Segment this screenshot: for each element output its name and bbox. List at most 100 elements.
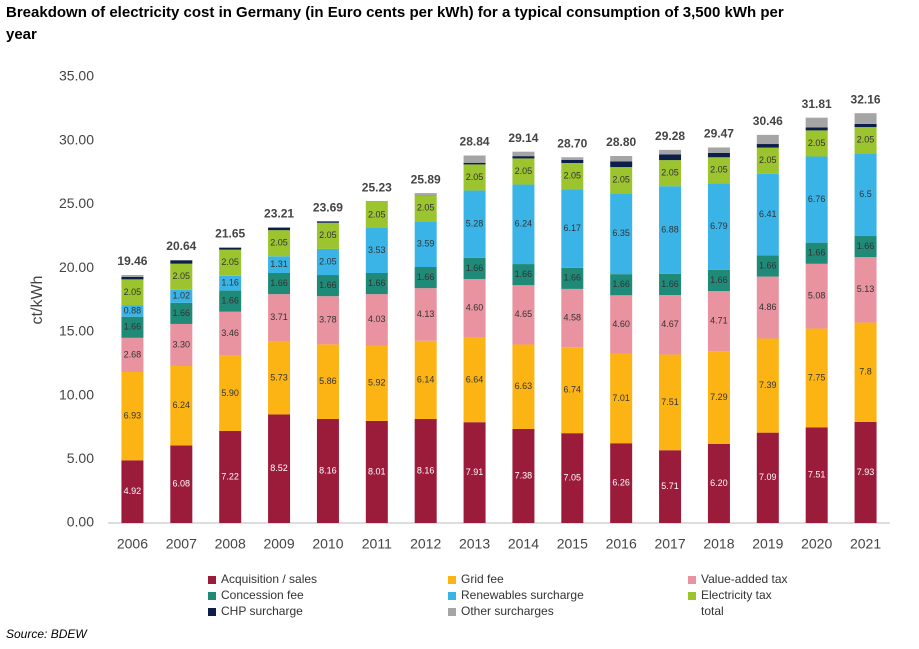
bar-segment xyxy=(756,173,779,256)
segment-label: 4.71 xyxy=(710,315,728,325)
total-label: 23.69 xyxy=(313,200,343,214)
legend-label: total xyxy=(701,604,724,618)
x-tick-label: 2020 xyxy=(801,536,832,552)
bar-segment xyxy=(365,228,388,273)
bar-segment xyxy=(707,351,730,444)
bar-segment xyxy=(610,167,633,194)
bar-segment xyxy=(512,344,535,429)
bar-segment xyxy=(170,366,193,446)
bar-segment xyxy=(805,130,828,157)
segment-label: 7.51 xyxy=(808,470,826,480)
bar-segment xyxy=(756,134,779,145)
segment-label: 2.05 xyxy=(661,168,679,178)
segment-label: 1.66 xyxy=(221,296,239,306)
bar-segment xyxy=(610,443,633,523)
segment-label: 4.58 xyxy=(564,312,582,322)
bar-segment xyxy=(170,260,193,264)
segment-label: 6.76 xyxy=(808,194,826,204)
segment-label: 4.86 xyxy=(759,302,777,312)
bar-segment xyxy=(121,305,144,317)
segment-label: 7.09 xyxy=(759,472,777,482)
segment-label: 1.66 xyxy=(857,241,875,251)
bar-segment xyxy=(805,328,828,428)
bar-segment xyxy=(219,249,242,276)
segment-label: 7.22 xyxy=(221,471,239,481)
segment-label: 5.13 xyxy=(857,284,875,294)
total-label: 28.84 xyxy=(460,135,490,149)
total-label: 29.28 xyxy=(655,129,685,143)
segment-label: 2.05 xyxy=(270,238,288,248)
legend-label: CHP surcharge xyxy=(221,604,303,618)
total-label: 21.65 xyxy=(215,226,245,240)
x-tick-label: 2010 xyxy=(312,536,343,552)
segment-label: 2.05 xyxy=(808,138,826,148)
bar-segment xyxy=(512,285,535,345)
source: Source: BDEW xyxy=(6,627,88,641)
bar-segment xyxy=(463,162,486,165)
legend-swatch xyxy=(208,592,216,600)
bar-segment xyxy=(610,156,633,162)
segment-label: 4.60 xyxy=(466,303,484,313)
total-label: 30.46 xyxy=(753,114,783,128)
bar-segment xyxy=(219,311,242,356)
bar-segment xyxy=(268,272,291,295)
bar-segment xyxy=(512,184,535,265)
bar-segment xyxy=(463,164,486,191)
bar-segment xyxy=(659,354,682,451)
segment-label: 6.5 xyxy=(859,189,872,199)
bar-segment xyxy=(316,248,339,276)
bar-segment xyxy=(121,460,144,523)
x-tick-label: 2017 xyxy=(654,536,685,552)
legend-swatch xyxy=(688,592,696,600)
bar-segment xyxy=(316,419,339,523)
segment-label: 7.75 xyxy=(808,372,826,382)
segment-label: 6.24 xyxy=(515,219,533,229)
segment-label: 1.31 xyxy=(270,259,288,269)
bar-segment xyxy=(805,263,828,329)
segment-label: 6.24 xyxy=(173,400,191,410)
bar-segment xyxy=(219,290,242,312)
segment-label: 2.05 xyxy=(368,209,386,219)
segment-label: 5.86 xyxy=(319,376,337,386)
segment-label: 5.73 xyxy=(270,372,288,382)
segment-label: 2.05 xyxy=(710,165,728,175)
segment-label: 4.65 xyxy=(515,309,533,319)
segment-label: 1.66 xyxy=(417,272,435,282)
chart-title: Breakdown of electricity cost in Germany… xyxy=(6,4,784,43)
x-tick-label: 2019 xyxy=(752,536,783,552)
segment-label: 1.66 xyxy=(612,279,630,289)
segment-label: 2.05 xyxy=(564,170,582,180)
segment-label: 1.66 xyxy=(710,275,728,285)
segment-label: 2.05 xyxy=(124,287,142,297)
total-label: 28.80 xyxy=(606,135,636,149)
segment-label: 7.05 xyxy=(564,472,582,482)
segment-label: 0.88 xyxy=(124,305,142,315)
x-tick-label: 2018 xyxy=(703,536,734,552)
legend-label: Grid fee xyxy=(461,572,504,586)
bar-segment xyxy=(121,275,144,277)
bar-segment xyxy=(707,291,730,352)
bar-segment xyxy=(268,414,291,523)
segment-label: 6.79 xyxy=(710,221,728,231)
bar-segment xyxy=(512,264,535,286)
segment-label: 2.05 xyxy=(759,155,777,165)
segment-label: 3.78 xyxy=(319,315,337,325)
bar-segment xyxy=(414,288,437,341)
segment-label: 2.05 xyxy=(319,256,337,266)
x-tick-label: 2015 xyxy=(557,536,588,552)
segment-label: 5.08 xyxy=(808,291,826,301)
bar-segment xyxy=(121,316,144,338)
segment-label: 6.93 xyxy=(124,411,142,421)
bar-segment xyxy=(170,289,193,303)
bar-segment xyxy=(316,222,339,249)
bar-segment xyxy=(512,158,535,185)
segment-label: 6.74 xyxy=(564,385,582,395)
bar-segment xyxy=(268,294,291,342)
x-tick-label: 2016 xyxy=(606,536,637,552)
total-label: 28.70 xyxy=(557,136,587,150)
bar-segment xyxy=(463,190,486,258)
bar-segment xyxy=(170,259,193,261)
segment-label: 1.02 xyxy=(173,291,191,301)
y-tick-label: 0.00 xyxy=(67,514,94,530)
